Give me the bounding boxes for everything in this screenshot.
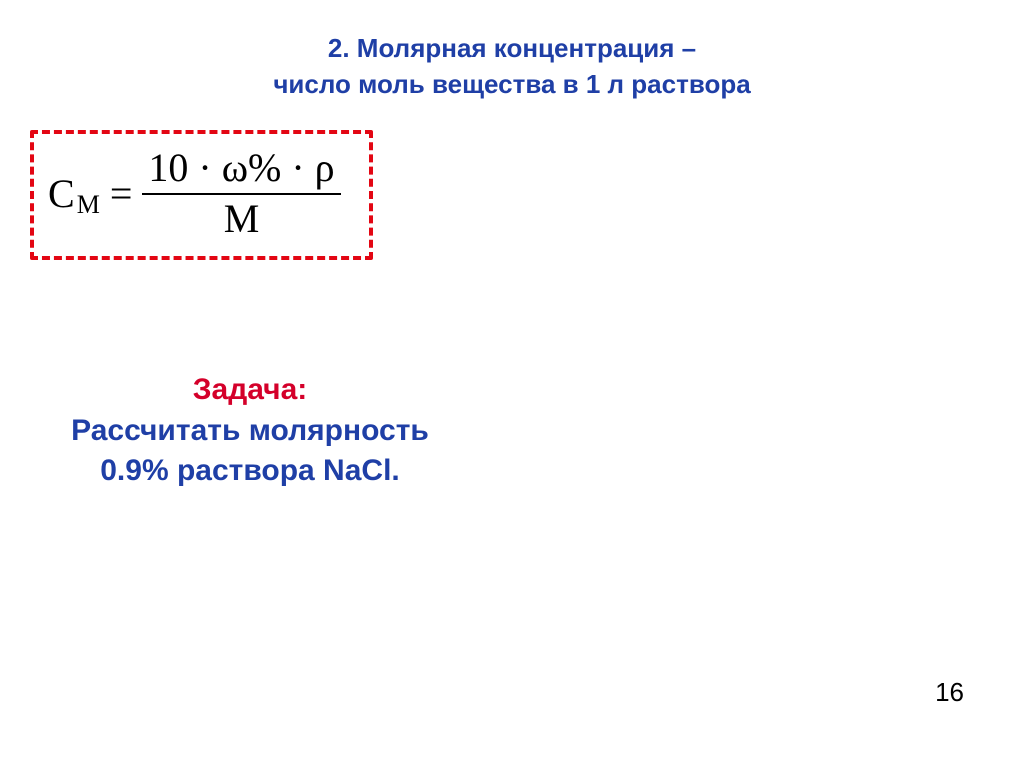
formula: С М = 10 · ω% · ρ M — [48, 144, 341, 242]
formula-denominator: M — [142, 193, 340, 242]
problem-line-1: Рассчитать молярность — [10, 411, 490, 452]
title-line-2: число моль вещества в 1 л раствора — [0, 66, 1024, 102]
formula-numerator: 10 · ω% · ρ — [142, 144, 340, 193]
title-line-1: 2. Молярная концентрация – — [0, 30, 1024, 66]
problem-block: Задача: Рассчитать молярность 0.9% раств… — [10, 370, 490, 492]
formula-equals: = — [110, 170, 133, 217]
slide-title: 2. Молярная концентрация – число моль ве… — [0, 0, 1024, 103]
problem-line-2: 0.9% раствора NaCl. — [10, 451, 490, 492]
formula-box: С М = 10 · ω% · ρ M — [30, 130, 373, 260]
formula-fraction: 10 · ω% · ρ M — [142, 144, 340, 242]
formula-lhs: С М — [48, 170, 100, 217]
formula-lhs-subscript: М — [77, 190, 100, 220]
page-number: 16 — [935, 677, 964, 708]
problem-label: Задача: — [10, 370, 490, 411]
formula-lhs-symbol: С — [48, 170, 75, 217]
